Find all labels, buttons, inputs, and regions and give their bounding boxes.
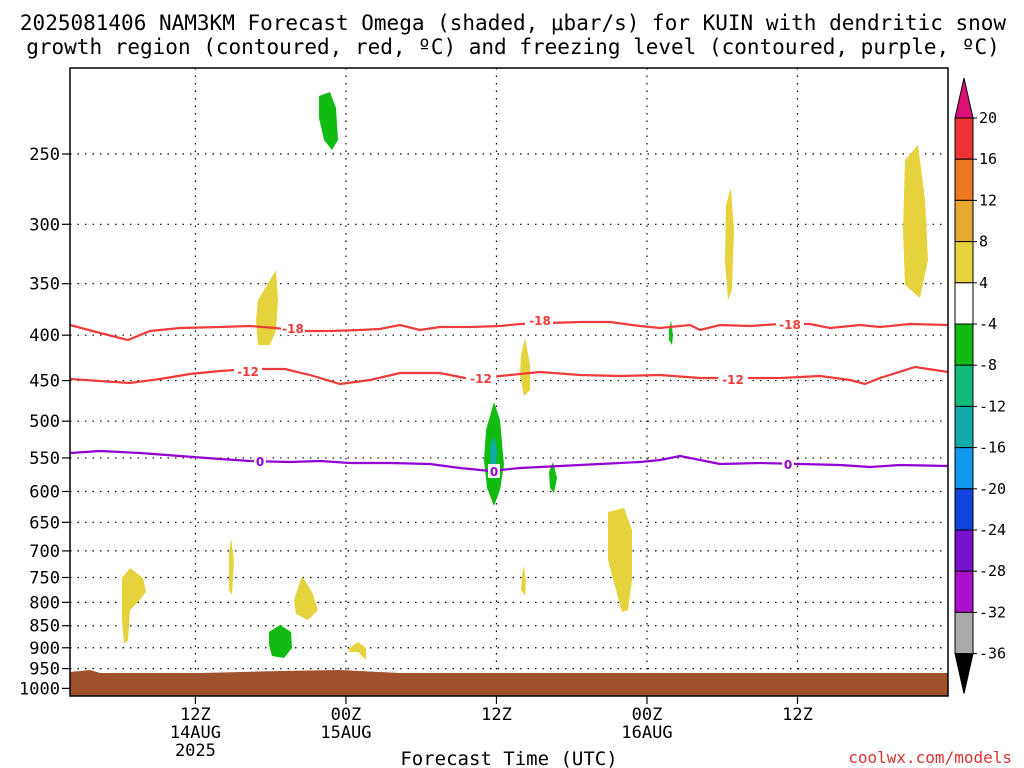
omega-blob-upward — [319, 92, 338, 150]
plot-frame — [69, 67, 949, 697]
colorbar-label: -28 — [979, 562, 1006, 580]
omega-blob-upward — [549, 462, 557, 493]
colorbar-segment — [954, 611, 974, 655]
x-tick-label: 12Z — [481, 705, 512, 725]
contour-label: -18 — [779, 318, 801, 332]
contour-label: 0 — [490, 465, 498, 479]
colorbar-segment — [954, 529, 974, 572]
colorbar-label: -16 — [979, 439, 1006, 457]
x-tick-label: 15AUG — [320, 723, 371, 743]
contour-label: -18 — [282, 322, 304, 336]
colorbar-segment — [954, 77, 974, 119]
omega-blob-downward — [608, 508, 632, 612]
colorbar-label: -8 — [979, 356, 997, 374]
chart-title-line1: 2025081406 NAM3KM Forecast Omega (shaded… — [20, 11, 1007, 35]
x-tick-label: 12Z — [180, 705, 211, 725]
x-tick-label: 14AUG — [170, 723, 221, 743]
y-axis-ticks: 2503003504004505005506006507007508008509… — [19, 145, 70, 699]
colorbar-segment — [954, 570, 974, 613]
chart-title-line2: growth region (contoured, red, ºC) and f… — [26, 35, 1000, 59]
y-tick-label: 400 — [29, 326, 60, 346]
y-tick-label: 700 — [29, 542, 60, 562]
omega-blob-downward — [122, 568, 146, 644]
contour-label: -12 — [722, 373, 744, 387]
colorbar-label: -32 — [979, 603, 1006, 621]
colorbar-segment — [954, 405, 974, 449]
x-tick-label: 16AUG — [621, 723, 672, 743]
omega-shading — [122, 92, 928, 660]
colorbar-label: -12 — [979, 397, 1006, 415]
y-tick-label: 350 — [29, 275, 60, 295]
x-tick-label: 2025 — [175, 741, 216, 761]
y-tick-label: 650 — [29, 513, 60, 533]
surface-terrain — [70, 670, 948, 696]
colorbar-segment — [954, 653, 974, 694]
omega-blob-downward — [294, 576, 318, 620]
y-tick-label: 1000 — [19, 679, 60, 699]
contour-label: 0 — [784, 458, 792, 472]
contour-labels: -18 -18 -18 -12 -12 -12 0 0 0 — [234, 313, 804, 479]
colorbar-label: -24 — [979, 521, 1006, 539]
y-tick-label: 250 — [29, 145, 60, 165]
x-tick-label: 00Z — [632, 705, 663, 725]
colorbar-segment — [954, 199, 974, 243]
omega-blob-strong-upward — [490, 436, 497, 468]
colorbar-segment — [954, 488, 974, 531]
colorbar-segment — [954, 364, 974, 407]
y-tick-label: 550 — [29, 449, 60, 469]
y-tick-label: 950 — [29, 660, 60, 680]
colorbar: 20 16 12 8 4 -4 -8 -12 -16 -20 -24 -28 -32 -36 — [954, 77, 1006, 694]
colorbar-segment — [954, 117, 974, 160]
y-tick-label: 500 — [29, 412, 60, 432]
colorbar-segment — [954, 447, 974, 490]
colorbar-label: 8 — [979, 233, 988, 251]
y-tick-label: 900 — [29, 639, 60, 659]
colorbar-label: -4 — [979, 315, 997, 333]
omega-blob-downward — [521, 566, 526, 596]
x-tick-label: 00Z — [331, 705, 362, 725]
y-tick-label: 750 — [29, 568, 60, 588]
colorbar-segment — [954, 158, 974, 201]
y-tick-label: 300 — [29, 215, 60, 235]
y-tick-label: 600 — [29, 482, 60, 502]
omega-blob-downward — [903, 145, 928, 298]
x-axis-title: Forecast Time (UTC) — [400, 748, 617, 768]
omega-blob-downward — [520, 338, 530, 396]
omega-blob-downward — [229, 538, 234, 595]
omega-blob-downward — [725, 188, 734, 300]
omega-blob-upward — [269, 625, 292, 658]
omega-blob-downward — [348, 642, 366, 660]
x-tick-label: 12Z — [782, 705, 813, 725]
y-tick-label: 850 — [29, 617, 60, 637]
colorbar-label: -36 — [979, 645, 1006, 663]
y-tick-label: 800 — [29, 593, 60, 613]
plot-background — [70, 68, 948, 696]
colorbar-label: 20 — [979, 109, 997, 127]
colorbar-label: 4 — [979, 274, 988, 292]
contour-label: -12 — [237, 365, 259, 379]
contour-label: -18 — [529, 314, 551, 328]
colorbar-label: 16 — [979, 150, 997, 168]
y-tick-label: 450 — [29, 372, 60, 392]
contour-label: -12 — [470, 372, 492, 386]
colorbar-label: 12 — [979, 191, 997, 209]
colorbar-segment — [954, 323, 974, 366]
colorbar-segment — [954, 241, 974, 284]
colorbar-label: -20 — [979, 480, 1006, 498]
contour-label: 0 — [256, 455, 264, 469]
plot-area: -18 -18 -18 -12 -12 -12 0 0 0 — [69, 67, 949, 697]
colorbar-segment — [954, 282, 974, 325]
watermark: coolwx.com/models — [848, 748, 1012, 767]
